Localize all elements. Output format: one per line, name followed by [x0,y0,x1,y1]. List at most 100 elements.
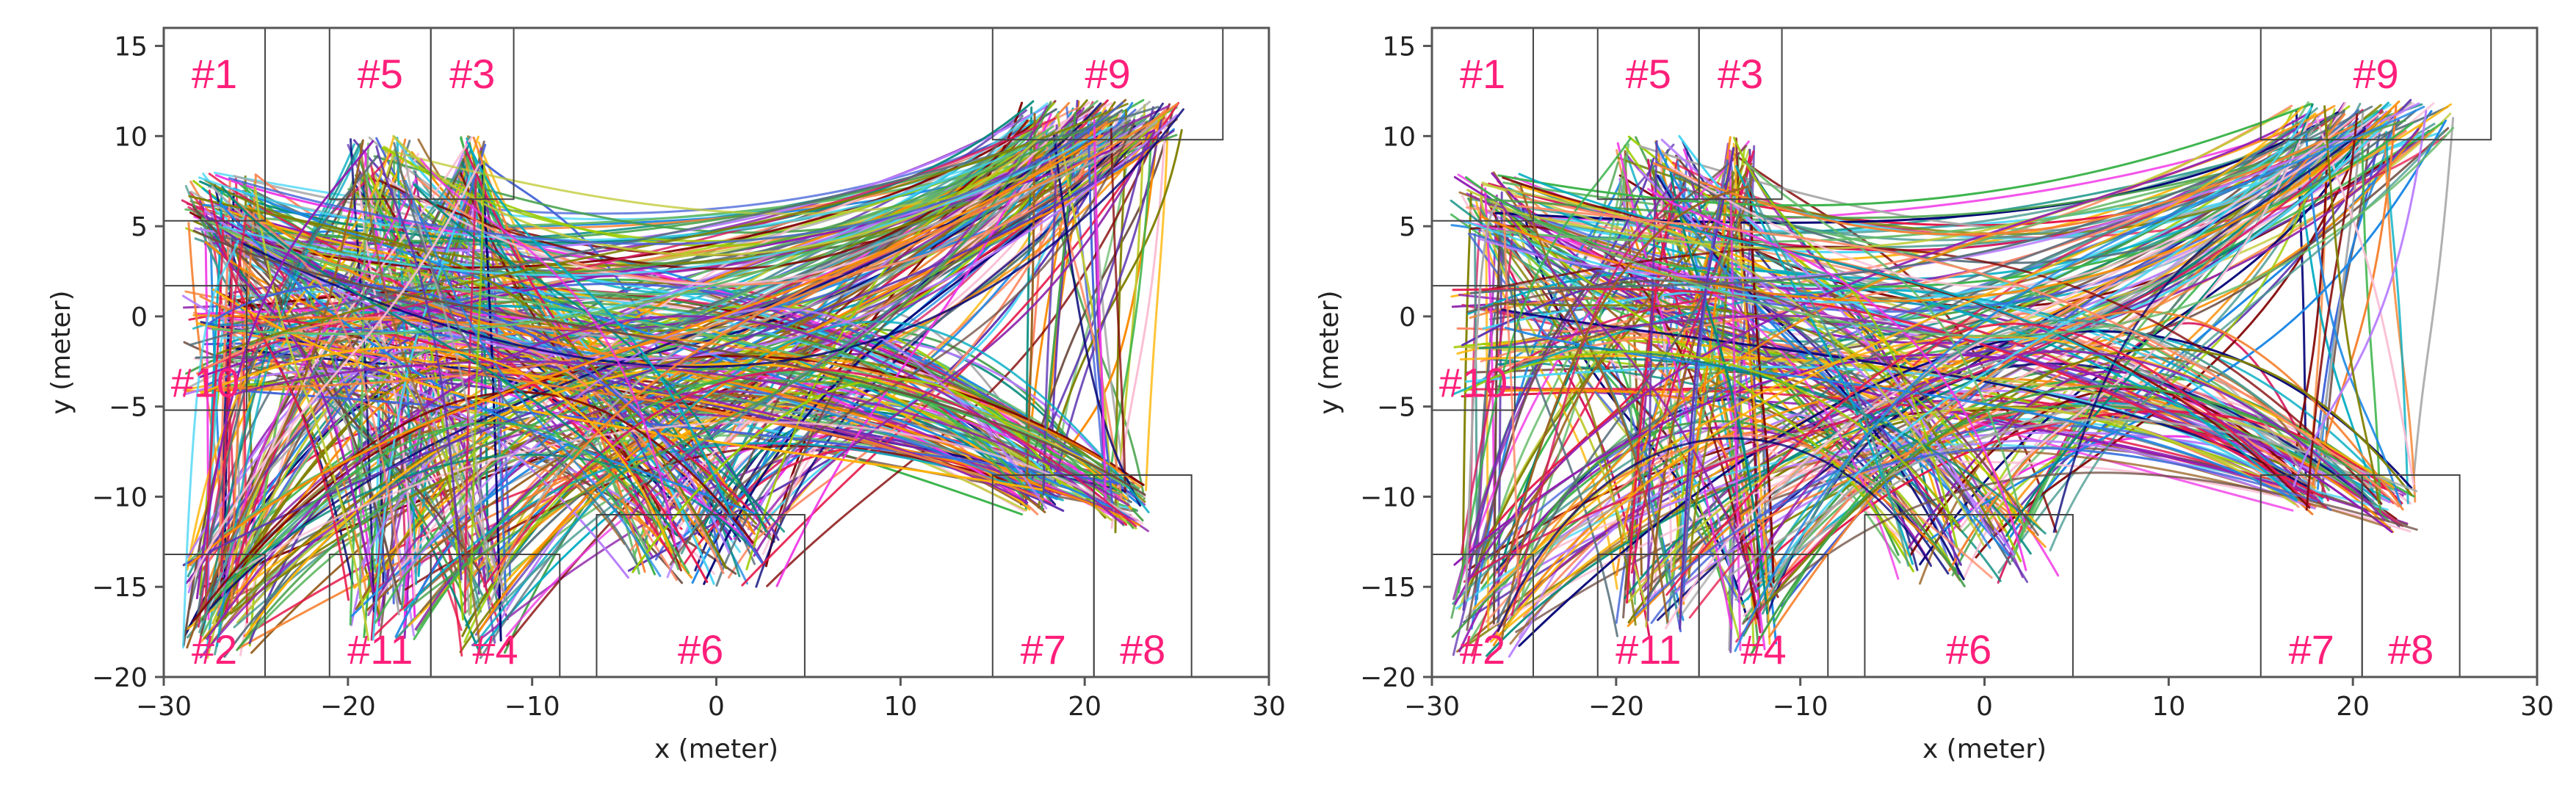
y-tick-label: −5 [1377,393,1416,423]
y-tick-label: −10 [92,482,148,513]
trajectory-line [192,314,1142,488]
trajectory-line [1670,113,2346,573]
trajectory-line [221,186,678,536]
trajectory-line [1463,162,1753,604]
zone-label: #2 [1460,626,1505,673]
trajectory-line [1504,185,1749,573]
trajectory-line [2312,112,2365,501]
trajectory-line [1622,170,1951,563]
y-tick-label: −5 [109,393,148,423]
x-tick-label: 20 [2336,692,2370,722]
trajectory-line [359,142,482,655]
trajectory-line [1660,138,1991,535]
zone-label: #6 [678,626,723,673]
trajectory-line [1776,410,2403,585]
trajectory-line [201,355,1142,621]
trajectory-line [1052,134,1142,507]
trajectory-line [1749,184,1775,584]
trajectory-line [253,182,369,642]
trajectory-line [1765,347,2413,605]
trajectory-line [1497,103,2312,207]
trajectory-line [1461,274,1962,566]
zone-label: #4 [1740,626,1786,673]
x-tick-label: 10 [2152,692,2185,722]
trajectory-line [715,121,1130,587]
x-tick-label: −30 [1404,692,1460,722]
y-tick-label: 5 [131,212,148,242]
zone-label: #10 [171,360,239,406]
x-tick-label: 30 [1252,692,1286,722]
trajectory-line [188,140,411,610]
chart-panel-1: #1 #5 #3 #9#10#2 #11 #4 #6 #7 #8−30 −20 −10 0 10 20 30… [46,26,1286,764]
trajectory-line [1492,224,1502,626]
zone-label: #5 [358,51,403,97]
trajectory-line [398,307,1048,580]
trajectory-line [247,205,1039,486]
trajectory-line [2361,133,2381,514]
zone-label: #2 [192,626,237,673]
trajectory-line [1652,125,2354,236]
trajectory-line [1470,117,2359,313]
trajectory-line [1489,107,2292,250]
trajectory-line [218,206,1031,511]
trajectory-line [1491,314,2318,499]
trajectory-line [1740,350,2386,596]
trajectory-line [198,133,1054,242]
trajectory-line [1042,124,1058,496]
x-tick-label: −30 [136,692,192,722]
trajectory-line [2304,128,2402,507]
x-tick-label: −20 [1588,692,1644,722]
y-axis-title: y (meter) [1314,290,1345,414]
x-tick-label: 0 [708,692,725,722]
trajectory-line [1512,126,2455,338]
trajectory-line [1466,279,2039,536]
trajectory-line [248,204,482,574]
trajectory-line [1991,134,2345,537]
x-tick-label: −10 [1773,692,1828,722]
trajectory-line [1452,287,2324,499]
trajectory-line [182,239,239,649]
trajectory-line [1066,106,1107,496]
trajectory-line [1466,145,1748,631]
zone-label: #5 [1626,51,1671,97]
trajectory-line [1665,113,2380,629]
trajectory-line [214,421,690,600]
trajectory-line [1503,105,2304,630]
trajectory-line [1665,322,2311,596]
x-tick-label: −10 [504,692,560,722]
trajectory-line [228,101,1124,245]
y-tick-label: −10 [1360,482,1416,513]
zone-label: #3 [1718,51,1763,97]
trajectory-line [1037,128,1183,509]
trajectory-line [466,142,733,518]
trajectory-line [232,198,402,578]
trajectory-line [192,229,1146,496]
trajectory-line [469,160,485,615]
trajectory-line [1093,115,1107,504]
trajectory-line [233,361,1130,507]
y-tick-label: −20 [92,663,148,693]
trajectory-line [2315,117,2415,485]
trajectory-line [404,179,662,577]
trajectory-line [459,172,682,572]
trajectory-line [1496,134,2335,244]
y-axis-title: y (meter) [46,290,76,414]
trajectory-line [1464,350,1959,526]
trajectory-line [483,188,507,598]
trajectory-line [222,453,751,586]
trajectory-line [195,140,375,600]
trajectory-line [1110,112,1168,529]
trajectory-line [413,183,767,532]
y-tick-label: 0 [131,303,148,333]
trajectory-line [200,346,673,554]
trajectory-line [2052,127,2366,533]
trajectory-line [192,206,402,605]
trajectory-line [203,143,361,624]
trajectory-line [392,134,1043,256]
trajectory-line [779,121,1148,524]
y-tick-label: 10 [1382,122,1416,152]
trajectory-line [1458,137,1632,594]
trajectory-line [482,368,1137,587]
trajectory-line [211,125,1054,336]
x-tick-label: −20 [320,692,376,722]
